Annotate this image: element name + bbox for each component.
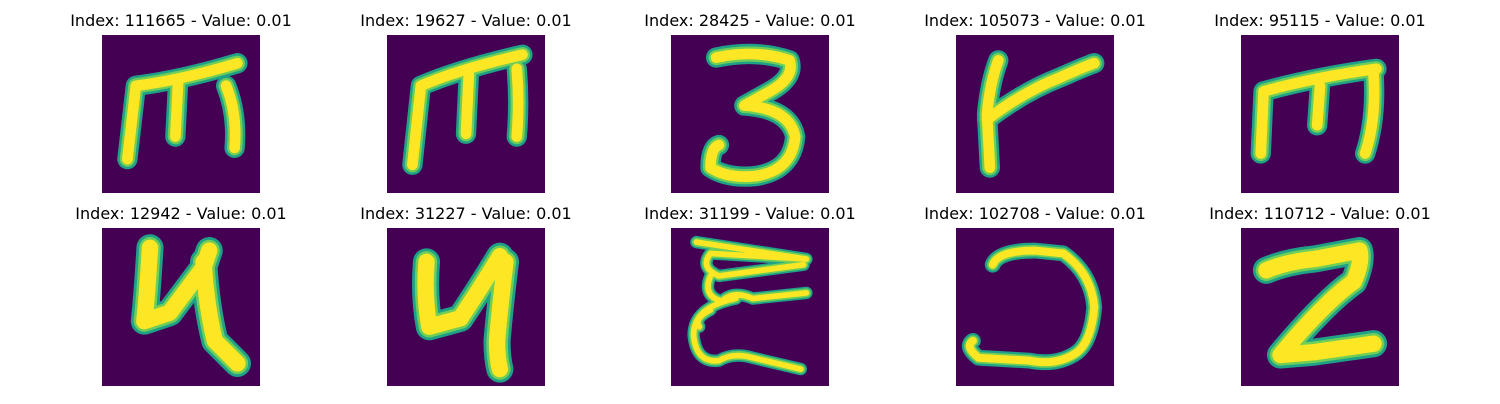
digit-panel: Index: 12942 - Value: 0.01 (75, 204, 287, 404)
panel-title: Index: 31227 - Value: 0.01 (360, 204, 572, 223)
digit-panel: Index: 111665 - Value: 0.01 (70, 11, 292, 211)
panel-title: Index: 111665 - Value: 0.01 (70, 11, 292, 30)
panel-title: Index: 102708 - Value: 0.01 (924, 204, 1146, 223)
digit-panel: Index: 28425 - Value: 0.01 (644, 11, 856, 211)
panel-title: Index: 110712 - Value: 0.01 (1209, 204, 1431, 223)
digit-panel: Index: 95115 - Value: 0.01 (1214, 11, 1426, 211)
digit-image (387, 228, 545, 386)
panel-title: Index: 19627 - Value: 0.01 (360, 11, 572, 30)
digit-image (387, 35, 545, 193)
panel-title: Index: 95115 - Value: 0.01 (1214, 11, 1426, 30)
digit-panel: Index: 19627 - Value: 0.01 (360, 11, 572, 211)
digit-panel: Index: 31227 - Value: 0.01 (360, 204, 572, 404)
digit-panel: Index: 105073 - Value: 0.01 (924, 11, 1146, 211)
digit-image (956, 35, 1114, 193)
digit-image (671, 228, 829, 386)
digit-panel: Index: 31199 - Value: 0.01 (644, 204, 856, 404)
digit-image (1241, 35, 1399, 193)
digit-panel: Index: 110712 - Value: 0.01 (1209, 204, 1431, 404)
digit-panel: Index: 102708 - Value: 0.01 (924, 204, 1146, 404)
digit-image (102, 228, 260, 386)
panel-title: Index: 105073 - Value: 0.01 (924, 11, 1146, 30)
panel-title: Index: 12942 - Value: 0.01 (75, 204, 287, 223)
digit-image (956, 228, 1114, 386)
digit-image (1241, 228, 1399, 386)
panel-title: Index: 28425 - Value: 0.01 (644, 11, 856, 30)
digit-image (102, 35, 260, 193)
panel-title: Index: 31199 - Value: 0.01 (644, 204, 856, 223)
digit-image (671, 35, 829, 193)
